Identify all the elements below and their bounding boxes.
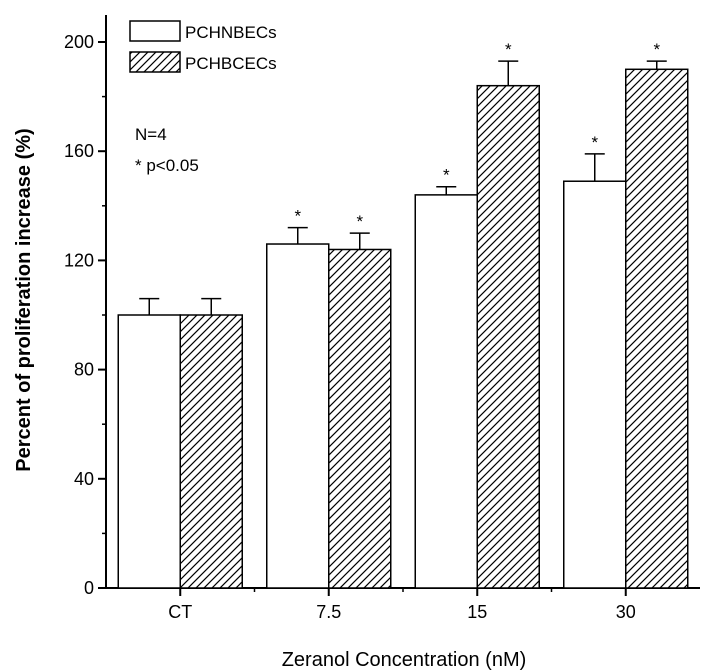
y-tick-label: 200 <box>64 32 94 52</box>
legend-label-pchbcecs: PCHBCECs <box>185 54 277 73</box>
x-tick-label: 15 <box>467 602 487 622</box>
x-tick-label: 30 <box>616 602 636 622</box>
error-bars <box>139 60 667 315</box>
y-tick-label: 80 <box>74 360 94 380</box>
bar-pchbcecs-CT <box>179 314 243 589</box>
significance-stars: * * * * * * <box>294 40 660 231</box>
legend-swatch-pchnbecs <box>129 20 181 42</box>
bar-pchnbecs-30 <box>563 180 627 589</box>
x-tick-label: 7.5 <box>316 602 341 622</box>
bar-pchnbecs-15 <box>414 194 478 589</box>
annotation-n: N=4 <box>135 125 167 144</box>
bar-pchbcecs-7_5 <box>328 248 392 589</box>
bar-pchnbecs-CT <box>117 314 181 589</box>
legend: PCHNBECs PCHBCECs <box>129 20 277 73</box>
y-tick-label: 120 <box>64 250 94 270</box>
x-tick-label: CT <box>168 602 192 622</box>
significance-star: * <box>443 166 450 185</box>
bar-pchbcecs-15 <box>476 84 540 589</box>
bar-pchnbecs-7_5 <box>266 243 330 589</box>
y-tick-label: 0 <box>84 578 94 598</box>
significance-star: * <box>294 207 301 226</box>
bars <box>117 68 689 589</box>
annotation-p: * p<0.05 <box>135 156 199 175</box>
bar-pchbcecs-30 <box>625 68 689 589</box>
y-tick-label: 160 <box>64 141 94 161</box>
y-tick-label: 40 <box>74 469 94 489</box>
x-axis-title: Zeranol Concentration (nM) <box>282 649 527 671</box>
annotations: N=4 * p<0.05 <box>135 125 199 175</box>
significance-star: * <box>653 40 660 59</box>
x-ticks: CT 7.5 15 30 <box>168 588 636 622</box>
legend-label-pchnbecs: PCHNBECs <box>185 23 277 42</box>
significance-star: * <box>356 212 363 231</box>
significance-star: * <box>505 40 512 59</box>
y-axis-title: Percent of proliferation increase (%) <box>13 128 35 471</box>
legend-swatch-pchbcecs <box>129 51 181 73</box>
significance-star: * <box>591 133 598 152</box>
y-ticks: 0 40 80 120 160 200 <box>64 32 106 598</box>
